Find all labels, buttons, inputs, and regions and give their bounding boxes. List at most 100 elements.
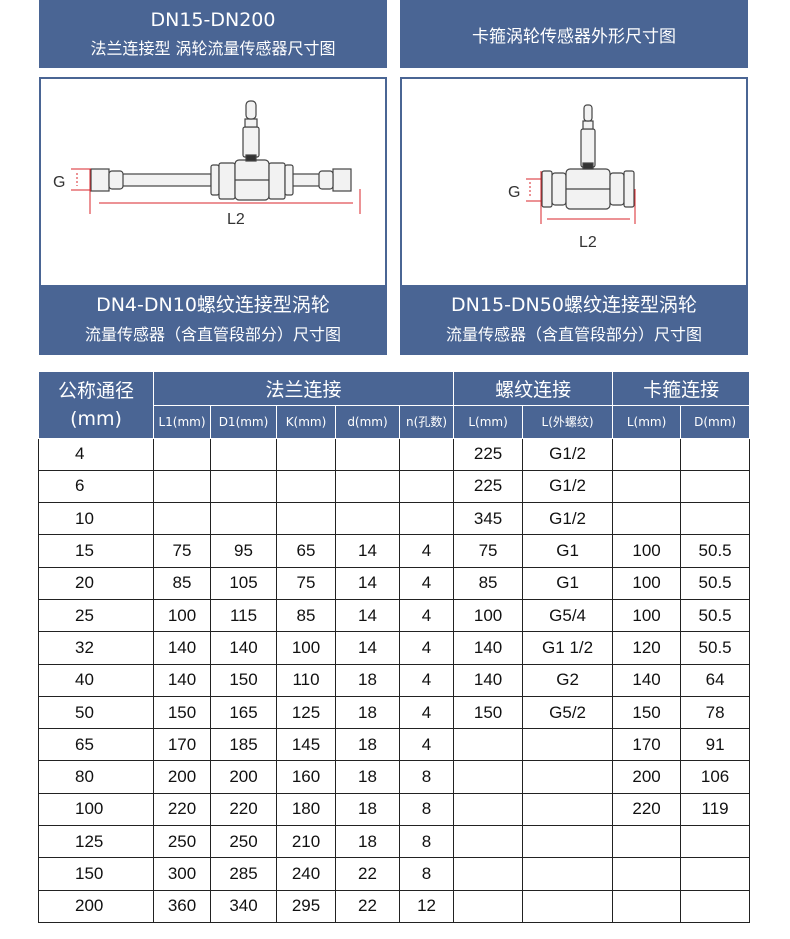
table-cell: 4 — [398, 631, 455, 665]
label-l2: L2 — [227, 211, 245, 228]
table-cell: G2 — [522, 663, 614, 697]
table-row: 80 200 200 160 18 8 200 106 — [38, 760, 751, 794]
table-cell: 225 — [453, 437, 524, 471]
column-header: D(mm) — [680, 405, 751, 439]
table-row: 150 300 285 240 22 8 — [38, 857, 751, 891]
table-cell — [522, 792, 614, 827]
table-cell: G1/2 — [522, 502, 614, 536]
table-cell: 100 — [453, 598, 524, 633]
table-cell — [453, 825, 524, 859]
table-cell — [612, 437, 682, 471]
table-cell: 125 — [276, 695, 336, 730]
table-cell: 210 — [276, 825, 336, 859]
table-cell: 140 — [453, 631, 524, 665]
table-cell: G1 — [522, 566, 614, 600]
table-cell: 4 — [398, 663, 455, 697]
table-cell: 170 — [612, 728, 682, 762]
header-flange: DN15-DN200 法兰连接型 涡轮流量传感器尺寸图 — [39, 0, 387, 68]
table-cell: 65 — [276, 534, 336, 568]
table-cell: 75 — [153, 534, 211, 568]
table-cell: 78 — [680, 695, 751, 730]
nominal-diameter-cell: 150 — [38, 857, 154, 891]
nominal-diameter-cell: 40 — [38, 663, 154, 697]
table-cell: 100 — [276, 631, 336, 665]
table-cell: 50.5 — [680, 598, 751, 633]
nominal-diameter-cell: 20 — [38, 566, 154, 600]
table-cell: 120 — [612, 631, 682, 665]
table-cell — [210, 502, 277, 536]
table-cell: 185 — [210, 728, 277, 762]
table-row: 50 150 165 125 18 4 150 G5/2 150 78 — [38, 695, 751, 730]
table-cell: 18 — [335, 760, 400, 794]
column-header: L(外螺纹) — [522, 405, 614, 439]
table-cell: 360 — [153, 889, 211, 923]
table-cell: 4 — [398, 695, 455, 730]
table-cell — [680, 469, 751, 504]
table-row: 65 170 185 145 18 4 170 91 — [38, 728, 751, 762]
header-flange-title: DN15-DN200 — [150, 9, 276, 31]
table-cell: 18 — [335, 663, 400, 697]
table-cell — [680, 857, 751, 891]
diagram-threaded-small: G L2 — [39, 77, 387, 287]
column-header: L1(mm) — [153, 405, 211, 439]
table-cell — [522, 728, 614, 762]
table-cell: 295 — [276, 889, 336, 923]
table-cell: 91 — [680, 728, 751, 762]
caption-line-2: 流量传感器（含直管段部分）尺寸图 — [84, 325, 341, 344]
table-cell: 22 — [335, 857, 400, 891]
table-cell: 119 — [680, 792, 751, 827]
table-cell — [453, 889, 524, 923]
nominal-diameter-cell: 6 — [38, 469, 154, 504]
table-cell: 18 — [335, 695, 400, 730]
table-cell — [453, 857, 524, 891]
table-cell: 200 — [210, 760, 277, 794]
table-cell — [680, 825, 751, 859]
table-cell — [335, 469, 400, 503]
table-cell — [680, 437, 751, 471]
nominal-diameter-cell: 4 — [38, 437, 154, 471]
table-cell: 4 — [398, 728, 455, 762]
table-cell: 200 — [612, 760, 682, 794]
table-cell: 4 — [398, 566, 455, 600]
table-cell: 110 — [276, 663, 336, 697]
table-cell — [453, 792, 524, 827]
dimension-table: 公称通径 (mm) 法兰连接 螺纹连接 卡箍连接 L1(mm) D1(mm) K(mm… — [38, 372, 751, 923]
table-cell: 150 — [612, 695, 682, 730]
table-cell: G1 — [522, 534, 614, 568]
table-cell: 200 — [153, 760, 211, 794]
group-clamp: 卡箍连接 — [612, 372, 751, 406]
table-cell: 18 — [335, 728, 400, 762]
table-cell: 240 — [276, 857, 336, 891]
table-cell: 18 — [335, 825, 400, 859]
table-cell — [680, 502, 751, 536]
table-cell: 106 — [680, 760, 751, 794]
table-cell — [210, 437, 277, 471]
table-cell: 170 — [153, 728, 211, 762]
table-cell: 64 — [680, 663, 751, 697]
table-cell: 150 — [210, 663, 277, 697]
table-cell: 140 — [453, 663, 524, 697]
table-cell — [398, 502, 455, 536]
table-cell: 75 — [276, 566, 336, 600]
nominal-diameter-header: 公称通径 (mm) — [38, 372, 154, 439]
table-cell — [153, 502, 211, 536]
table-cell: 140 — [612, 663, 682, 697]
table-cell: 140 — [153, 631, 211, 665]
table-cell — [612, 469, 682, 504]
table-cell: 95 — [210, 534, 277, 568]
table-cell — [153, 469, 211, 503]
table-cell — [276, 469, 336, 503]
table-cell: 115 — [210, 598, 277, 633]
table-cell: 8 — [398, 760, 455, 794]
table-cell — [335, 502, 400, 536]
table-cell: G1 1/2 — [522, 631, 614, 665]
table-cell: 345 — [453, 502, 524, 536]
nominal-diameter-cell: 100 — [38, 792, 154, 827]
table-cell — [680, 889, 751, 923]
table-cell: 165 — [210, 695, 277, 730]
nominal-diameter-cell: 65 — [38, 728, 154, 762]
header-clamp: 卡箍涡轮传感器外形尺寸图 — [400, 0, 748, 68]
header-flange-subtitle: 法兰连接型 涡轮流量传感器尺寸图 — [90, 39, 336, 58]
table-cell — [522, 760, 614, 794]
table-cell: 22 — [335, 889, 400, 923]
